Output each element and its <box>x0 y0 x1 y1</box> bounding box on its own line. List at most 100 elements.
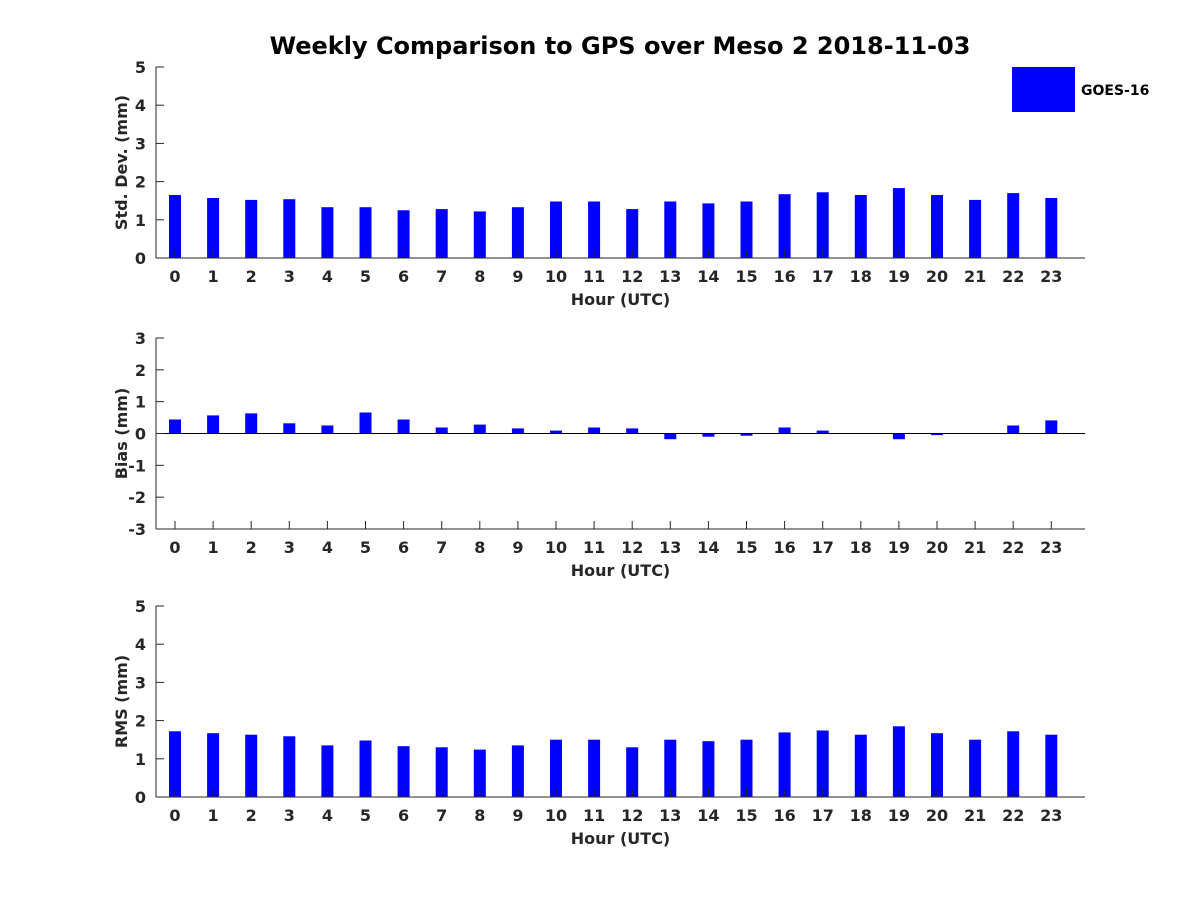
rms-bar-hour-20 <box>931 733 943 797</box>
std-dev-x-tick-label: 20 <box>926 267 948 286</box>
bias-y-tick-label: 2 <box>135 361 146 380</box>
legend-label-goes-16: GOES-16 <box>1081 83 1149 99</box>
bias-bar-hour-22 <box>1007 425 1020 434</box>
std-dev-x-tick-label: 3 <box>284 267 295 286</box>
bias-x-tick-label: 10 <box>545 538 567 557</box>
bias-x-tick-label: 4 <box>322 538 333 557</box>
bias-x-tick-label: 18 <box>850 538 872 557</box>
rms-bar-hour-15 <box>740 739 753 797</box>
bias-bar-hour-5 <box>359 412 372 434</box>
bias-x-tick-label: 21 <box>964 538 986 557</box>
std-dev-bar-hour-3 <box>283 199 296 258</box>
rms-x-axis-label: Hour (UTC) <box>571 829 671 848</box>
rms-bar-hour-10 <box>550 739 562 797</box>
std-dev-x-ticks: 0 1 2 3 4 5 6 7 8 9 10 11 12 13 14 15 16 17 18 19 20 21 22 23 <box>169 250 1062 286</box>
bias-bar-hour-20 <box>931 433 943 436</box>
rms-bars <box>169 726 1058 797</box>
std-dev-y-ticks: 0 1 2 3 4 5 <box>135 58 164 268</box>
bias-x-tick-label: 7 <box>436 538 447 557</box>
std-dev-bar-hour-11 <box>588 201 601 258</box>
rms-y-ticks: 0 1 2 3 4 5 <box>135 597 164 807</box>
rms-x-tick-label: 10 <box>545 806 567 825</box>
legend: GOES-16 <box>1012 67 1149 112</box>
std-dev-bar-hour-20 <box>931 195 943 258</box>
std-dev-x-tick-label: 11 <box>583 267 605 286</box>
bias-bar-hour-9 <box>511 428 524 434</box>
rms-x-tick-label: 3 <box>284 806 295 825</box>
rms-x-tick-label: 7 <box>436 806 447 825</box>
rms-x-tick-label: 4 <box>322 806 333 825</box>
std-dev-y-axis-label: Std. Dev. (mm) <box>112 95 131 230</box>
rms-x-ticks: 0 1 2 3 4 5 6 7 8 9 10 11 12 13 14 15 16 17 18 19 20 21 22 23 <box>169 789 1062 825</box>
bias-y-tick-label: -1 <box>128 456 146 475</box>
std-dev-y-tick-label: 3 <box>135 134 146 153</box>
bias-bar-hour-3 <box>283 423 296 434</box>
bias-bar-hour-8 <box>473 424 486 434</box>
std-dev-x-tick-label: 15 <box>735 267 757 286</box>
std-dev-y-tick-label: 5 <box>135 58 146 77</box>
bias-y-tick-label: 0 <box>135 425 146 444</box>
rms-x-tick-label: 23 <box>1040 806 1062 825</box>
bias-x-tick-label: 1 <box>208 538 219 557</box>
bias-y-tick-label: 3 <box>135 329 146 348</box>
rms-x-tick-label: 14 <box>697 806 719 825</box>
bias-x-tick-label: 20 <box>926 538 948 557</box>
std-dev-x-tick-label: 8 <box>474 267 485 286</box>
rms-x-tick-label: 11 <box>583 806 605 825</box>
rms-bar-hour-1 <box>207 733 220 797</box>
bias-y-tick-label: -2 <box>128 488 146 507</box>
rms-x-tick-label: 16 <box>773 806 795 825</box>
bias-y-tick-label: -3 <box>128 520 146 539</box>
bias-x-tick-label: 22 <box>1002 538 1024 557</box>
chart-title: Weekly Comparison to GPS over Meso 2 201… <box>270 32 971 60</box>
bias-bar-hour-2 <box>245 413 258 434</box>
rms-x-tick-label: 22 <box>1002 806 1024 825</box>
std-dev-x-tick-label: 18 <box>850 267 872 286</box>
rms-x-tick-label: 0 <box>169 806 180 825</box>
std-dev-x-tick-label: 6 <box>398 267 409 286</box>
std-dev-bar-hour-16 <box>778 194 791 258</box>
std-dev-bar-hour-22 <box>1007 193 1020 258</box>
rms-y-tick-label: 4 <box>135 635 146 654</box>
bias-x-tick-label: 8 <box>474 538 485 557</box>
rms-y-tick-label: 0 <box>135 788 146 807</box>
bias-y-tick-label: 1 <box>135 393 146 412</box>
std-dev-bar-hour-17 <box>816 192 829 258</box>
rms-x-tick-label: 1 <box>208 806 219 825</box>
rms-bar-hour-4 <box>321 745 334 797</box>
std-dev-bars <box>169 188 1058 259</box>
rms-bar-hour-6 <box>397 746 410 797</box>
bias-x-tick-label: 12 <box>621 538 643 557</box>
bias-bar-hour-19 <box>892 433 905 440</box>
std-dev-bar-hour-14 <box>702 203 715 258</box>
rms-bar-hour-14 <box>702 741 715 797</box>
std-dev-bar-hour-0 <box>169 195 181 258</box>
bias-bar-hour-23 <box>1045 420 1058 434</box>
rms-bar-hour-18 <box>854 734 867 797</box>
legend-swatch <box>1012 67 1075 112</box>
std-dev-y-tick-label: 4 <box>135 96 146 115</box>
bias-x-tick-label: 15 <box>735 538 757 557</box>
std-dev-x-tick-label: 5 <box>360 267 371 286</box>
std-dev-bar-hour-19 <box>892 188 905 258</box>
std-dev-x-tick-label: 4 <box>322 267 333 286</box>
bias-bar-hour-0 <box>169 419 181 434</box>
rms-x-tick-label: 2 <box>246 806 257 825</box>
std-dev-x-tick-label: 1 <box>208 267 219 286</box>
bias-x-tick-label: 6 <box>398 538 409 557</box>
std-dev-bar-hour-9 <box>511 207 524 258</box>
std-dev-bar-hour-21 <box>969 199 982 258</box>
rms-bar-hour-12 <box>626 747 639 797</box>
std-dev-x-tick-label: 13 <box>659 267 681 286</box>
std-dev-y-tick-label: 0 <box>135 249 146 268</box>
std-dev-x-tick-label: 17 <box>812 267 834 286</box>
rms-y-tick-label: 5 <box>135 597 146 616</box>
bias-x-axis-label: Hour (UTC) <box>571 561 671 580</box>
bias-bar-hour-11 <box>588 427 601 434</box>
rms-y-tick-label: 1 <box>135 750 146 769</box>
std-dev-bar-hour-6 <box>397 210 410 259</box>
bias-x-tick-label: 3 <box>284 538 295 557</box>
std-dev-bar-hour-5 <box>359 207 372 258</box>
rms-y-tick-label: 2 <box>135 712 146 731</box>
